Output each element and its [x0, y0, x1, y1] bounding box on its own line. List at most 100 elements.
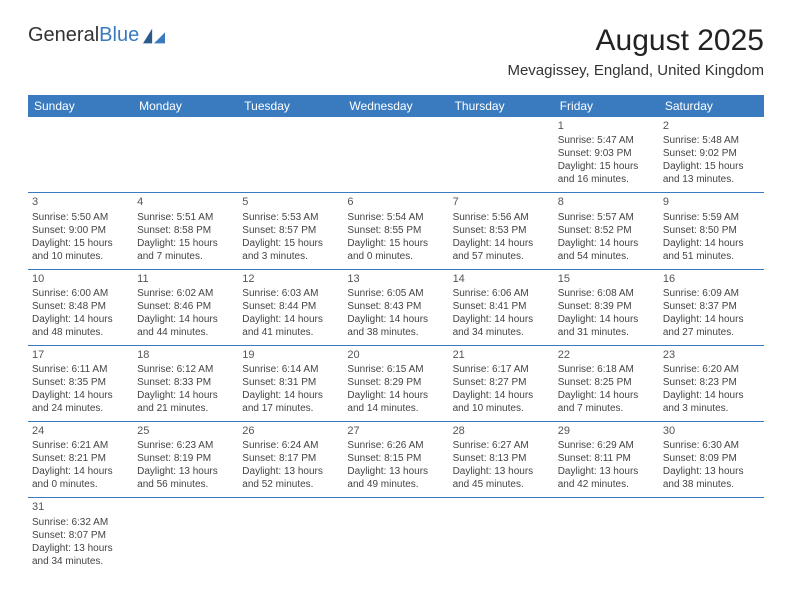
cell-line-sr: Sunrise: 5:53 AM — [242, 211, 339, 224]
cell-line-d1: Daylight: 13 hours — [32, 542, 129, 555]
calendar-row: 3Sunrise: 5:50 AMSunset: 9:00 PMDaylight… — [28, 193, 764, 269]
cell-line-d2: and 31 minutes. — [558, 326, 655, 339]
day-header: Friday — [554, 95, 659, 117]
cell-line-ss: Sunset: 8:39 PM — [558, 300, 655, 313]
cell-line-ss: Sunset: 8:17 PM — [242, 452, 339, 465]
cell-line-sr: Sunrise: 6:11 AM — [32, 363, 129, 376]
cell-line-ss: Sunset: 8:33 PM — [137, 376, 234, 389]
calendar-cell: 26Sunrise: 6:24 AMSunset: 8:17 PMDayligh… — [238, 422, 343, 498]
cell-line-d1: Daylight: 15 hours — [242, 237, 339, 250]
cell-line-sr: Sunrise: 6:12 AM — [137, 363, 234, 376]
calendar-cell — [659, 498, 764, 574]
calendar-cell: 6Sunrise: 5:54 AMSunset: 8:55 PMDaylight… — [343, 193, 448, 269]
cell-line-ss: Sunset: 8:46 PM — [137, 300, 234, 313]
cell-line-ss: Sunset: 8:27 PM — [453, 376, 550, 389]
calendar-cell: 30Sunrise: 6:30 AMSunset: 8:09 PMDayligh… — [659, 422, 764, 498]
cell-line-sr: Sunrise: 6:08 AM — [558, 287, 655, 300]
cell-line-d2: and 24 minutes. — [32, 402, 129, 415]
cell-line-d2: and 38 minutes. — [663, 478, 760, 491]
calendar-cell: 20Sunrise: 6:15 AMSunset: 8:29 PMDayligh… — [343, 345, 448, 421]
cell-line-d2: and 49 minutes. — [347, 478, 444, 491]
cell-line-ss: Sunset: 8:52 PM — [558, 224, 655, 237]
cell-line-d2: and 45 minutes. — [453, 478, 550, 491]
cell-line-d2: and 48 minutes. — [32, 326, 129, 339]
cell-line-d2: and 34 minutes. — [453, 326, 550, 339]
cell-line-d1: Daylight: 14 hours — [663, 389, 760, 402]
cell-line-d1: Daylight: 13 hours — [558, 465, 655, 478]
day-number: 5 — [242, 195, 339, 209]
cell-line-sr: Sunrise: 5:57 AM — [558, 211, 655, 224]
cell-line-d2: and 56 minutes. — [137, 478, 234, 491]
cell-line-sr: Sunrise: 5:47 AM — [558, 134, 655, 147]
cell-line-d1: Daylight: 14 hours — [32, 389, 129, 402]
sail-icon — [143, 28, 165, 44]
day-number: 22 — [558, 348, 655, 362]
cell-line-d2: and 51 minutes. — [663, 250, 760, 263]
cell-line-sr: Sunrise: 5:48 AM — [663, 134, 760, 147]
day-number: 24 — [32, 424, 129, 438]
cell-line-sr: Sunrise: 6:00 AM — [32, 287, 129, 300]
cell-line-ss: Sunset: 8:43 PM — [347, 300, 444, 313]
cell-line-d1: Daylight: 15 hours — [347, 237, 444, 250]
cell-line-d1: Daylight: 13 hours — [137, 465, 234, 478]
cell-line-ss: Sunset: 8:19 PM — [137, 452, 234, 465]
calendar-cell: 25Sunrise: 6:23 AMSunset: 8:19 PMDayligh… — [133, 422, 238, 498]
calendar-cell — [449, 117, 554, 193]
day-number: 8 — [558, 195, 655, 209]
cell-line-sr: Sunrise: 6:23 AM — [137, 439, 234, 452]
calendar-cell: 5Sunrise: 5:53 AMSunset: 8:57 PMDaylight… — [238, 193, 343, 269]
cell-line-ss: Sunset: 9:02 PM — [663, 147, 760, 160]
calendar-cell: 22Sunrise: 6:18 AMSunset: 8:25 PMDayligh… — [554, 345, 659, 421]
cell-line-ss: Sunset: 8:50 PM — [663, 224, 760, 237]
day-header: Wednesday — [343, 95, 448, 117]
calendar-body: 1Sunrise: 5:47 AMSunset: 9:03 PMDaylight… — [28, 117, 764, 574]
day-number: 6 — [347, 195, 444, 209]
calendar-header: SundayMondayTuesdayWednesdayThursdayFrid… — [28, 95, 764, 117]
cell-line-d2: and 34 minutes. — [32, 555, 129, 568]
day-header: Thursday — [449, 95, 554, 117]
day-number: 9 — [663, 195, 760, 209]
day-number: 16 — [663, 272, 760, 286]
cell-line-d1: Daylight: 14 hours — [453, 389, 550, 402]
cell-line-sr: Sunrise: 6:24 AM — [242, 439, 339, 452]
cell-line-d2: and 41 minutes. — [242, 326, 339, 339]
cell-line-ss: Sunset: 8:07 PM — [32, 529, 129, 542]
calendar-cell: 27Sunrise: 6:26 AMSunset: 8:15 PMDayligh… — [343, 422, 448, 498]
calendar-cell: 10Sunrise: 6:00 AMSunset: 8:48 PMDayligh… — [28, 269, 133, 345]
day-number: 27 — [347, 424, 444, 438]
calendar-cell: 17Sunrise: 6:11 AMSunset: 8:35 PMDayligh… — [28, 345, 133, 421]
cell-line-d2: and 21 minutes. — [137, 402, 234, 415]
day-header: Sunday — [28, 95, 133, 117]
day-number: 11 — [137, 272, 234, 286]
cell-line-d2: and 0 minutes. — [347, 250, 444, 263]
cell-line-d1: Daylight: 13 hours — [453, 465, 550, 478]
cell-line-d1: Daylight: 14 hours — [663, 237, 760, 250]
day-number: 12 — [242, 272, 339, 286]
day-number: 21 — [453, 348, 550, 362]
cell-line-d2: and 7 minutes. — [137, 250, 234, 263]
calendar-cell: 31Sunrise: 6:32 AMSunset: 8:07 PMDayligh… — [28, 498, 133, 574]
cell-line-sr: Sunrise: 6:02 AM — [137, 287, 234, 300]
logo-text: GeneralBlue — [28, 24, 139, 47]
cell-line-sr: Sunrise: 6:15 AM — [347, 363, 444, 376]
cell-line-d2: and 10 minutes. — [32, 250, 129, 263]
cell-line-d1: Daylight: 14 hours — [242, 389, 339, 402]
cell-line-sr: Sunrise: 6:27 AM — [453, 439, 550, 452]
cell-line-d1: Daylight: 15 hours — [137, 237, 234, 250]
cell-line-d2: and 16 minutes. — [558, 173, 655, 186]
cell-line-ss: Sunset: 8:29 PM — [347, 376, 444, 389]
cell-line-d2: and 17 minutes. — [242, 402, 339, 415]
day-header: Monday — [133, 95, 238, 117]
calendar-cell: 28Sunrise: 6:27 AMSunset: 8:13 PMDayligh… — [449, 422, 554, 498]
calendar-row: 1Sunrise: 5:47 AMSunset: 9:03 PMDaylight… — [28, 117, 764, 193]
calendar-row: 17Sunrise: 6:11 AMSunset: 8:35 PMDayligh… — [28, 345, 764, 421]
cell-line-d2: and 3 minutes. — [242, 250, 339, 263]
cell-line-d1: Daylight: 13 hours — [242, 465, 339, 478]
day-number: 3 — [32, 195, 129, 209]
cell-line-sr: Sunrise: 6:30 AM — [663, 439, 760, 452]
cell-line-ss: Sunset: 8:53 PM — [453, 224, 550, 237]
cell-line-d1: Daylight: 15 hours — [663, 160, 760, 173]
cell-line-d2: and 27 minutes. — [663, 326, 760, 339]
day-number: 13 — [347, 272, 444, 286]
calendar-cell — [449, 498, 554, 574]
